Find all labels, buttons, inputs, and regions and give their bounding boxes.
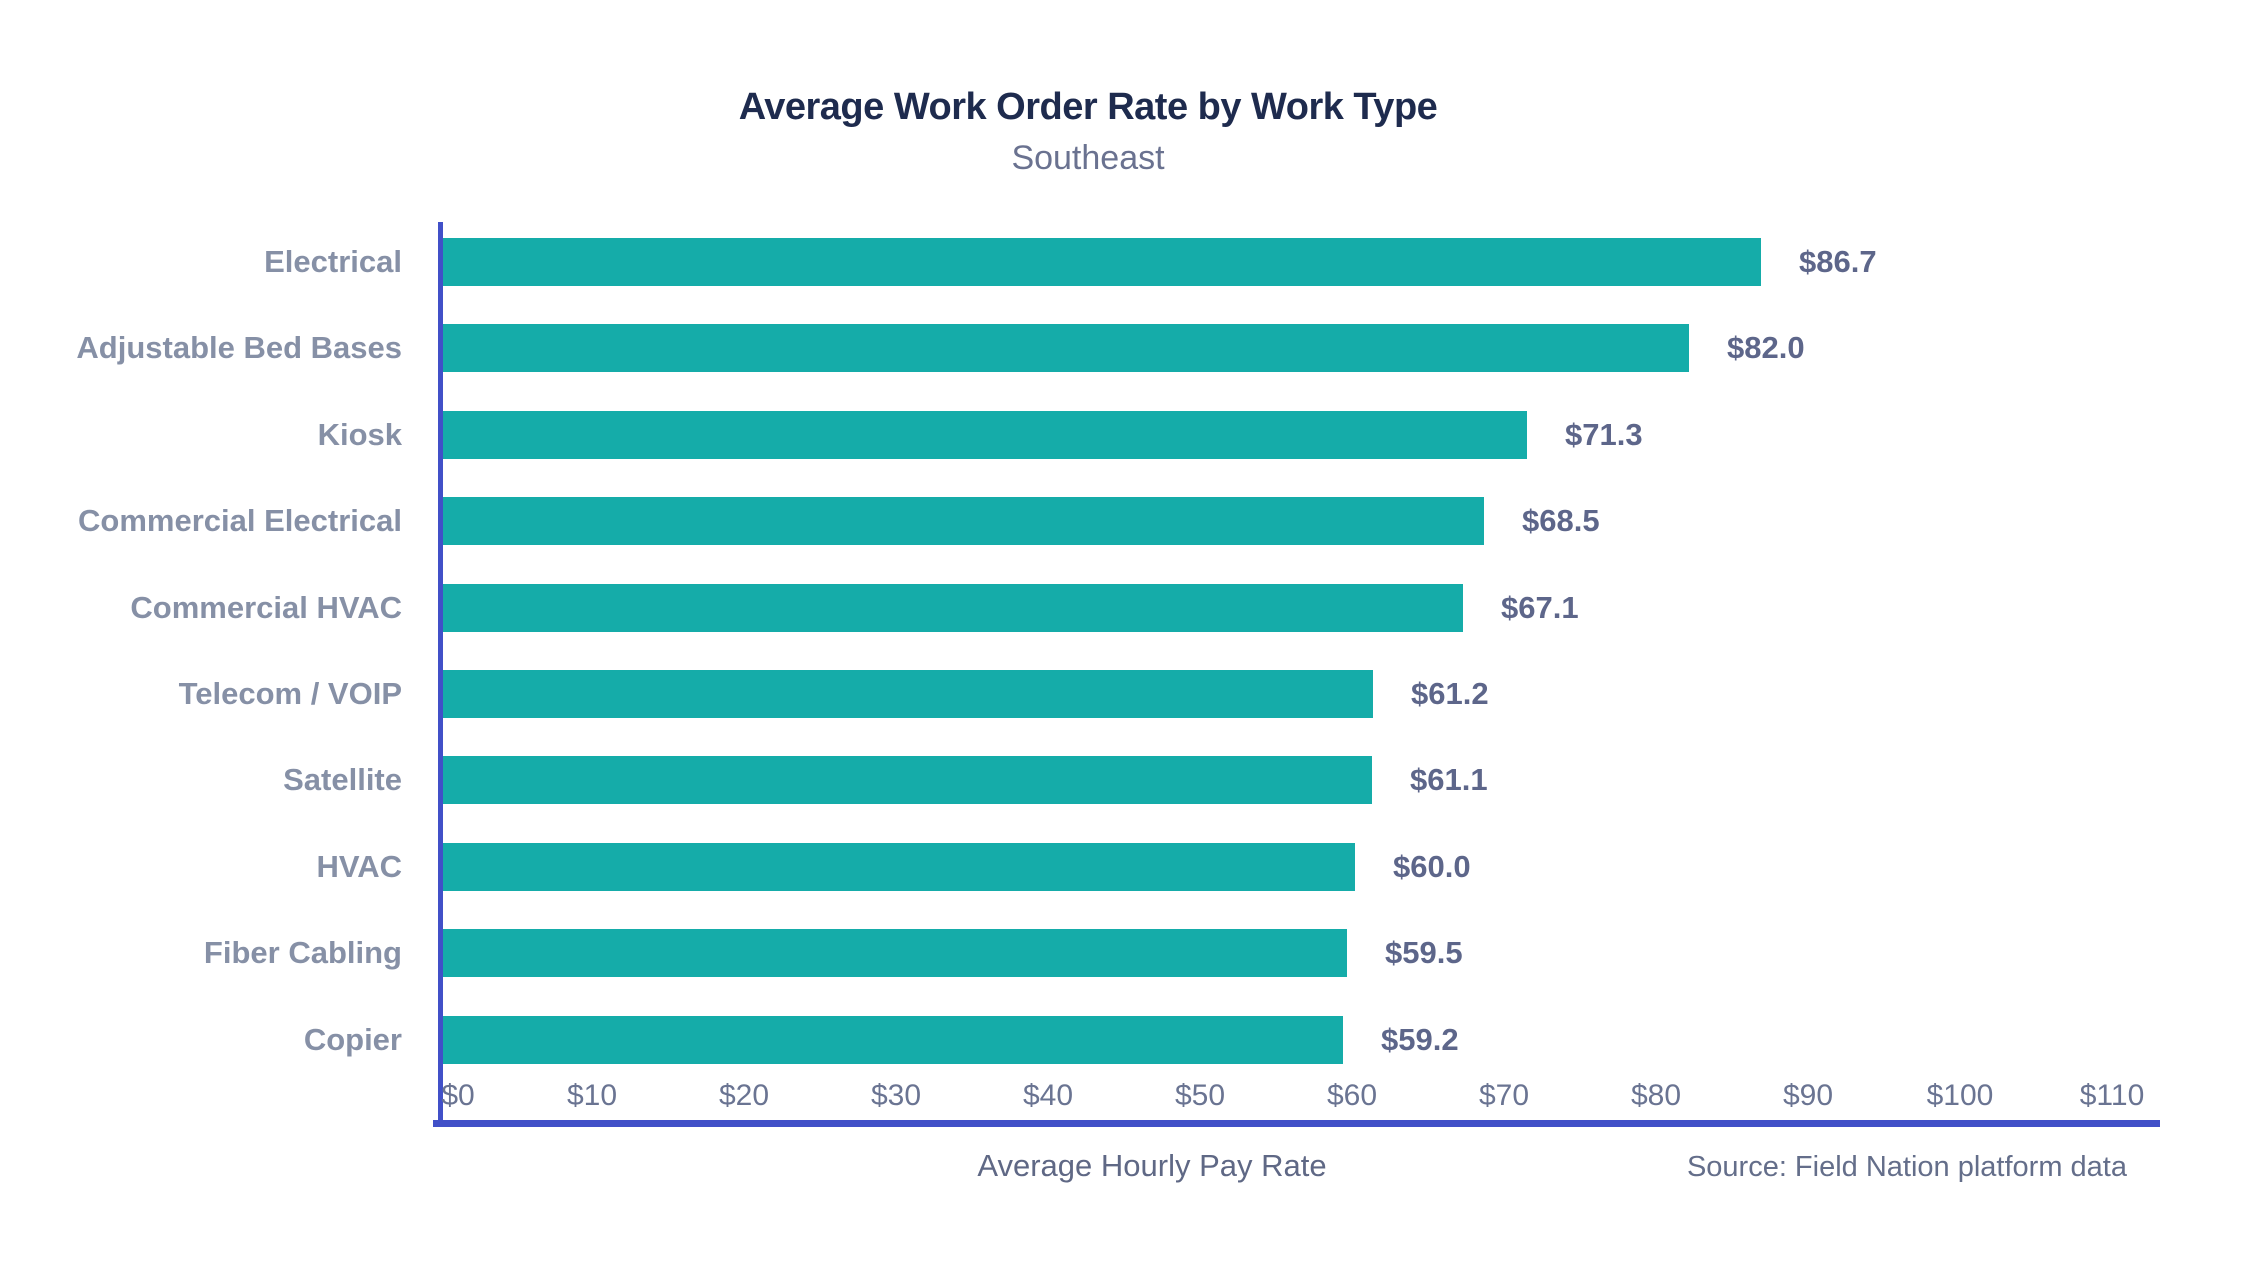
bar-row: Fiber Cabling $59.5	[0, 929, 2261, 978]
x-axis-line	[433, 1120, 2160, 1127]
category-label: Telecom / VOIP	[178, 676, 402, 711]
bar	[443, 324, 1689, 373]
x-tick-label: $30	[870, 1079, 922, 1112]
bar-row: Kiosk $71.3	[0, 410, 2261, 459]
value-label: $86.7	[1799, 244, 1877, 279]
bar	[443, 1015, 1343, 1064]
value-label: $59.2	[1381, 1021, 1459, 1057]
x-tick-label: $100	[1926, 1079, 1994, 1112]
category-label: HVAC	[316, 848, 402, 884]
value-label: $71.3	[1565, 416, 1643, 452]
bar-row: Commercial HVAC $67.1	[0, 583, 2261, 632]
source-note: Source: Field Nation platform data	[1686, 1151, 2127, 1183]
x-tick-label: $70	[1478, 1079, 1530, 1112]
x-tick-label: $60	[1326, 1079, 1378, 1112]
category-label: Electrical	[264, 244, 402, 279]
bar-row: Satellite $61.1	[0, 756, 2261, 805]
category-label: Satellite	[283, 762, 402, 798]
value-label: $82.0	[1727, 330, 1805, 366]
x-tick-label: $20	[718, 1079, 770, 1112]
chart-title: Average Work Order Rate by Work Type	[738, 86, 1438, 128]
category-label: Copier	[303, 1021, 402, 1057]
value-label: $61.1	[1410, 762, 1488, 798]
category-label: Fiber Cabling	[203, 935, 402, 971]
value-label: $68.5	[1522, 503, 1600, 539]
bar-row: Electrical $86.7	[0, 238, 2261, 286]
category-label: Commercial HVAC	[130, 589, 402, 625]
category-label: Kiosk	[317, 416, 402, 452]
x-tick-label: $80	[1630, 1079, 1682, 1112]
value-label: $61.2	[1411, 676, 1489, 711]
x-tick-label: $40	[1022, 1079, 1074, 1112]
bar-row: Commercial Electrical $68.5	[0, 497, 2261, 546]
x-tick-label: $110	[2079, 1079, 2145, 1112]
bar-row: Adjustable Bed Bases $82.0	[0, 324, 2261, 373]
x-axis-label: Average Hourly Pay Rate	[977, 1148, 1327, 1183]
x-tick-label: $10	[566, 1079, 618, 1112]
category-label: Commercial Electrical	[78, 503, 402, 539]
chart-subtitle: Southeast	[1011, 139, 1165, 177]
bar	[443, 756, 1372, 805]
x-tick-label: $90	[1782, 1079, 1834, 1112]
bar-row: Copier $59.2	[0, 1015, 2261, 1064]
value-label: $59.5	[1385, 935, 1463, 971]
bar	[443, 842, 1355, 891]
bar	[443, 670, 1373, 718]
x-tick-label: $0	[441, 1079, 475, 1112]
bar	[443, 497, 1484, 546]
x-tick-label: $50	[1174, 1079, 1226, 1112]
bar-row: HVAC $60.0	[0, 842, 2261, 891]
bar	[443, 583, 1463, 632]
value-label: $60.0	[1393, 848, 1471, 884]
bar	[443, 238, 1761, 286]
y-axis-line	[438, 222, 443, 1126]
value-label: $67.1	[1501, 589, 1579, 625]
bar	[443, 929, 1347, 978]
bar-row: Telecom / VOIP $61.2	[0, 670, 2261, 718]
bar	[443, 410, 1527, 459]
category-label: Adjustable Bed Bases	[76, 330, 402, 366]
